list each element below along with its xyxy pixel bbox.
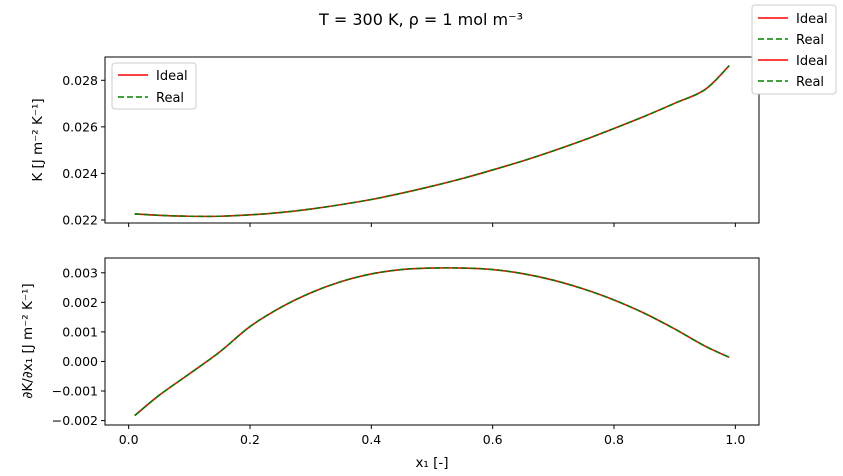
bottom-y-tick-label: −0.001 [52,384,98,399]
bottom-x-tick-label: 0.8 [604,432,624,447]
figure-legend-label-2: Real [796,33,824,48]
top-legend: Ideal Real [111,62,197,110]
bottom-y-axis-label: ∂K/∂x₁ [J m⁻² K⁻¹] [20,283,36,398]
figure-legend-label-3: Ideal [796,54,828,69]
figure-legend-box [751,4,837,95]
top-y-tick-label: 0.022 [62,212,98,227]
bottom-y-tick-label: 0.003 [62,265,98,280]
top-y-tick-label: 0.028 [62,73,98,88]
top-legend-real-label: Real [156,91,184,106]
bottom-y-tick-label: 0.001 [62,324,98,339]
bottom-x-tick-label: 0.6 [483,432,503,447]
bottom-y-tick-label: −0.002 [52,413,98,428]
bottom-axes-lines [134,267,730,417]
bottom-y-tick-label: 0.002 [62,295,98,310]
top-axes-frame [104,56,760,224]
bottom-series-real-line [134,267,730,417]
bottom-y-tick-label: 0.000 [62,354,98,369]
bottom-x-tick-label: 0.4 [361,432,381,447]
top-y-tick-label: 0.024 [62,166,98,181]
top-axes-ticks: 0.022 0.024 0.026 0.028 [62,73,736,227]
bottom-x-axis-label: x₁ [-] [415,455,448,471]
bottom-axes-frame [104,257,760,426]
bottom-axes-ticks: −0.002 −0.001 0.000 0.001 0.002 0.003 0.0 0.2 0.… [52,265,746,447]
top-y-tick-label: 0.026 [62,119,98,134]
figure-title: T = 300 K, ρ = 1 mol m⁻³ [318,10,523,29]
top-axes: 0.022 0.024 0.026 0.028 K [J m⁻² K⁻¹] Ideal… [30,56,760,227]
top-series-real-line [134,65,730,218]
bottom-x-tick-label: 0.0 [119,432,139,447]
bottom-x-tick-label: 1.0 [725,432,745,447]
bottom-axes: −0.002 −0.001 0.000 0.001 0.002 0.003 0.0 0.2 0.… [20,257,760,471]
top-legend-ideal-label: Ideal [156,69,188,84]
figure-legend-label-1: Ideal [796,12,828,27]
figure-legend-label-4: Real [796,75,824,90]
top-axes-lines [134,65,730,218]
bottom-x-tick-label: 0.2 [240,432,260,447]
top-y-axis-label: K [J m⁻² K⁻¹] [30,98,46,181]
figure-legend: Ideal Real Ideal Real [751,4,837,95]
